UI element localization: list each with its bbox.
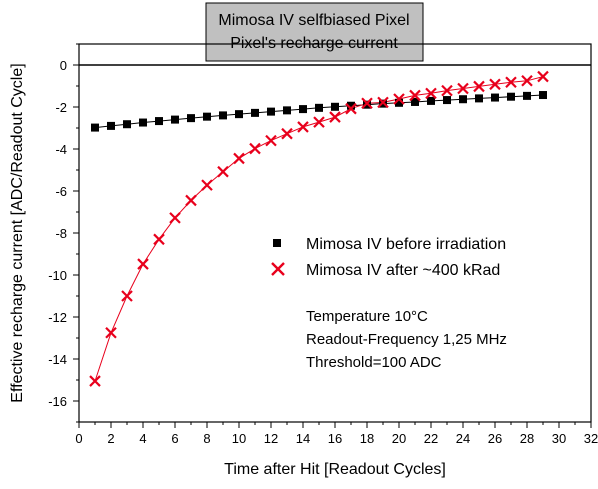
- y-axis-ticks: 0 -2 -4 -6 -8 -10 -12 -14 -16: [48, 43, 79, 423]
- data-point-after-irradiation: [233, 152, 245, 165]
- x-tick-label: 22: [424, 431, 438, 446]
- y-tick-label: -2: [55, 100, 67, 115]
- data-point-after-irradiation: [121, 290, 133, 302]
- data-point-after-irradiation: [537, 70, 549, 83]
- data-point-before-irradiation: [139, 118, 147, 127]
- x-tick-label: 14: [296, 431, 310, 446]
- x-tick-label: 16: [328, 431, 342, 446]
- data-point-after-irradiation: [137, 258, 149, 270]
- data-point-before-irradiation: [411, 97, 419, 106]
- annotation-threshold: Threshold=100 ADC: [306, 354, 442, 371]
- data-point-after-irradiation: [169, 212, 181, 224]
- x-tick-label: 10: [232, 431, 246, 446]
- data-point-after-irradiation: [281, 127, 293, 140]
- data-point-after-irradiation: [409, 89, 421, 102]
- y-tick-label: -12: [48, 310, 67, 325]
- data-point-after-irradiation: [425, 87, 437, 100]
- data-point-before-irradiation: [299, 105, 307, 114]
- data-point-before-irradiation: [219, 111, 227, 120]
- data-point-before-irradiation: [443, 96, 451, 105]
- x-tick-label: 26: [488, 431, 502, 446]
- legend-label-before: Mimosa IV before irradiation: [306, 236, 506, 253]
- y-tick-label: -16: [48, 394, 67, 409]
- data-point-after-irradiation: [361, 97, 373, 109]
- chart-title-line-1: Mimosa IV selfbiased Pixel: [218, 12, 409, 29]
- data-point-before-irradiation: [523, 91, 531, 100]
- data-point-after-irradiation: [441, 84, 453, 97]
- data-point-after-irradiation: [457, 82, 469, 95]
- legend-square-marker: [273, 239, 281, 247]
- y-tick-label: -6: [55, 184, 67, 199]
- data-point-before-irradiation: [459, 95, 467, 104]
- data-point-after-irradiation: [249, 142, 261, 155]
- data-point-after-irradiation: [489, 78, 501, 91]
- data-point-before-irradiation: [475, 94, 483, 103]
- x-tick-label: 0: [75, 431, 82, 446]
- x-tick-label: 28: [520, 431, 534, 446]
- data-point-before-irradiation: [347, 101, 355, 110]
- data-point-before-irradiation: [123, 120, 131, 129]
- data-point-before-irradiation: [427, 96, 435, 105]
- data-point-after-irradiation: [473, 80, 485, 93]
- y-tick-label: -14: [48, 352, 67, 367]
- data-point-after-irradiation: [185, 194, 197, 207]
- series-marks: [89, 70, 549, 387]
- data-point-before-irradiation: [267, 107, 275, 116]
- data-point-after-irradiation: [329, 111, 341, 123]
- x-tick-label: 6: [171, 431, 178, 446]
- x-tick-label: 24: [456, 431, 470, 446]
- data-point-before-irradiation: [91, 123, 99, 132]
- x-tick-label: 4: [139, 431, 146, 446]
- x-tick-label: 2: [107, 431, 114, 446]
- x-tick-label: 12: [264, 431, 278, 446]
- data-point-before-irradiation: [187, 114, 195, 123]
- annotation-readout-frequency: Readout-Frequency 1,25 MHz: [306, 331, 507, 348]
- legend: Mimosa IV before irradiation Mimosa IV a…: [271, 236, 506, 279]
- x-tick-label: 30: [552, 431, 566, 446]
- data-point-before-irradiation: [171, 115, 179, 124]
- data-point-after-irradiation: [265, 134, 277, 147]
- data-point-before-irradiation: [539, 91, 547, 100]
- x-axis-title: Time after Hit [Readout Cycles]: [224, 461, 446, 478]
- y-tick-label: -8: [55, 226, 67, 241]
- data-point-after-irradiation: [89, 375, 101, 387]
- data-point-before-irradiation: [203, 112, 211, 121]
- data-point-before-irradiation: [491, 93, 499, 102]
- data-point-before-irradiation: [251, 108, 259, 117]
- y-axis-title: Effective recharge current [ADC/Readout …: [9, 63, 26, 402]
- data-point-before-irradiation: [331, 102, 339, 111]
- x-tick-label: 8: [203, 431, 210, 446]
- legend-label-after: Mimosa IV after ~400 kRad: [306, 262, 500, 279]
- x-tick-label: 18: [360, 431, 374, 446]
- x-axis-ticks: 0 2 4 6 8 10 12 14 16 18 20 22 24 26 28 30 32: [75, 422, 598, 446]
- data-point-before-irradiation: [507, 92, 515, 101]
- data-point-before-irradiation: [315, 103, 323, 112]
- data-point-after-irradiation: [153, 233, 165, 246]
- y-tick-label: -10: [48, 268, 67, 283]
- annotation-temperature: Temperature 10°C: [306, 308, 428, 325]
- data-point-after-irradiation: [377, 96, 389, 109]
- data-point-after-irradiation: [313, 116, 325, 128]
- data-point-before-irradiation: [107, 121, 115, 130]
- data-point-after-irradiation: [521, 74, 533, 87]
- data-point-before-irradiation: [235, 110, 243, 119]
- data-point-before-irradiation: [155, 117, 163, 126]
- data-point-before-irradiation: [283, 106, 291, 115]
- x-tick-label: 20: [392, 431, 406, 446]
- data-point-after-irradiation: [217, 165, 229, 178]
- y-tick-label: -4: [55, 142, 67, 157]
- title-box: Mimosa IV selfbiased Pixel Pixel's recha…: [205, 2, 424, 62]
- data-point-before-irradiation: [395, 98, 403, 107]
- y-tick-label: 0: [60, 58, 67, 73]
- data-point-after-irradiation: [105, 326, 117, 339]
- title-background: [205, 2, 424, 62]
- data-point-after-irradiation: [297, 121, 309, 133]
- x-tick-label: 32: [584, 431, 598, 446]
- legend-x-marker: [271, 262, 285, 276]
- data-point-after-irradiation: [201, 179, 213, 191]
- data-point-after-irradiation: [393, 93, 405, 105]
- data-point-after-irradiation: [345, 102, 357, 115]
- data-point-after-irradiation: [505, 76, 517, 88]
